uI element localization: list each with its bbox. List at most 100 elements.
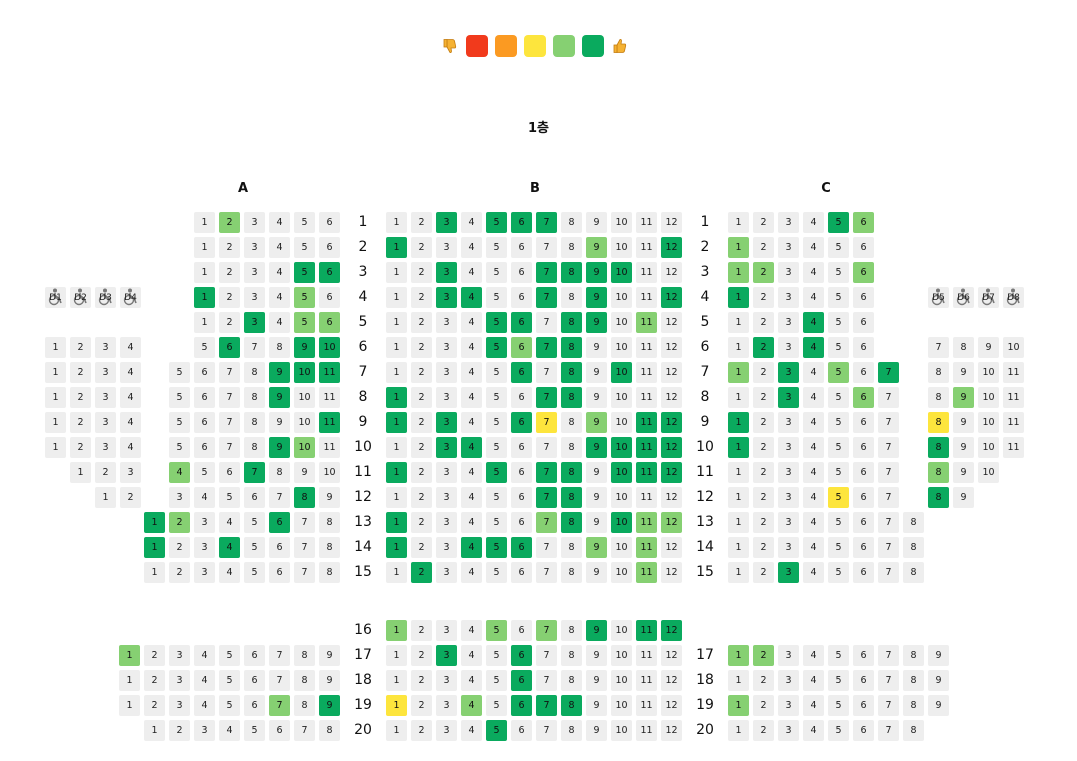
seat-a-7-10[interactable]: 10 xyxy=(294,362,315,383)
seat-c-19-5[interactable]: 5 xyxy=(828,695,849,716)
seat-a-6-10[interactable]: 10 xyxy=(319,337,340,358)
seat-c-17-4[interactable]: 4 xyxy=(803,645,824,666)
seat-c-12-3[interactable]: 3 xyxy=(778,487,799,508)
seat-a-19-8[interactable]: 8 xyxy=(294,695,315,716)
seat-b-5-3[interactable]: 3 xyxy=(436,312,457,333)
seat-b-2-5[interactable]: 5 xyxy=(486,237,507,258)
seat-b-16-8[interactable]: 8 xyxy=(561,620,582,641)
seat-c-5-2[interactable]: 2 xyxy=(753,312,774,333)
wheelchair-seat-d2[interactable]: D2 xyxy=(70,287,91,308)
seat-b-10-9[interactable]: 9 xyxy=(586,437,607,458)
seat-a-2-3[interactable]: 3 xyxy=(244,237,265,258)
seat-b-4-5[interactable]: 5 xyxy=(486,287,507,308)
seat-a-3-2[interactable]: 2 xyxy=(219,262,240,283)
seat-a-7-11[interactable]: 11 xyxy=(319,362,340,383)
seat-b-17-9[interactable]: 9 xyxy=(586,645,607,666)
wheelchair-seat-d3[interactable]: D3 xyxy=(95,287,116,308)
seat-a-outer-11-3[interactable]: 3 xyxy=(120,462,141,483)
seat-c-outer-6-7[interactable]: 7 xyxy=(928,337,949,358)
seat-a-12-5[interactable]: 5 xyxy=(219,487,240,508)
seat-b-20-2[interactable]: 2 xyxy=(411,720,432,741)
seat-a-13-5[interactable]: 5 xyxy=(244,512,265,533)
seat-a-8-9[interactable]: 9 xyxy=(269,387,290,408)
seat-a-outer-10-1[interactable]: 1 xyxy=(45,437,66,458)
seat-b-13-12[interactable]: 12 xyxy=(661,512,682,533)
seat-c-11-3[interactable]: 3 xyxy=(778,462,799,483)
seat-b-5-10[interactable]: 10 xyxy=(611,312,632,333)
seat-b-18-8[interactable]: 8 xyxy=(561,670,582,691)
seat-a-19-3[interactable]: 3 xyxy=(169,695,190,716)
seat-b-2-2[interactable]: 2 xyxy=(411,237,432,258)
seat-b-15-11[interactable]: 11 xyxy=(636,562,657,583)
seat-b-3-3[interactable]: 3 xyxy=(436,262,457,283)
seat-b-8-9[interactable]: 9 xyxy=(586,387,607,408)
seat-b-20-12[interactable]: 12 xyxy=(661,720,682,741)
seat-a-19-1[interactable]: 1 xyxy=(119,695,140,716)
seat-c-outer-10-10[interactable]: 10 xyxy=(978,437,999,458)
seat-c-20-5[interactable]: 5 xyxy=(828,720,849,741)
seat-c-12-6[interactable]: 6 xyxy=(853,487,874,508)
seat-a-4-6[interactable]: 6 xyxy=(319,287,340,308)
seat-b-10-4[interactable]: 4 xyxy=(461,437,482,458)
seat-c-outer-10-9[interactable]: 9 xyxy=(953,437,974,458)
seat-b-16-4[interactable]: 4 xyxy=(461,620,482,641)
seat-b-15-6[interactable]: 6 xyxy=(511,562,532,583)
seat-c-outer-6-10[interactable]: 10 xyxy=(1003,337,1024,358)
seat-c-3-1[interactable]: 1 xyxy=(728,262,749,283)
seat-c-10-5[interactable]: 5 xyxy=(828,437,849,458)
seat-c-13-8[interactable]: 8 xyxy=(903,512,924,533)
seat-c-7-3[interactable]: 3 xyxy=(778,362,799,383)
seat-a-11-7[interactable]: 7 xyxy=(244,462,265,483)
seat-c-20-3[interactable]: 3 xyxy=(778,720,799,741)
seat-b-11-7[interactable]: 7 xyxy=(536,462,557,483)
seat-a-6-9[interactable]: 9 xyxy=(294,337,315,358)
seat-a-14-6[interactable]: 6 xyxy=(269,537,290,558)
seat-a-4-2[interactable]: 2 xyxy=(219,287,240,308)
seat-b-20-5[interactable]: 5 xyxy=(486,720,507,741)
seat-c-19-3[interactable]: 3 xyxy=(778,695,799,716)
seat-b-13-5[interactable]: 5 xyxy=(486,512,507,533)
seat-b-20-10[interactable]: 10 xyxy=(611,720,632,741)
seat-b-4-3[interactable]: 3 xyxy=(436,287,457,308)
seat-c-outer-9-9[interactable]: 9 xyxy=(953,412,974,433)
seat-a-19-7[interactable]: 7 xyxy=(269,695,290,716)
seat-b-3-1[interactable]: 1 xyxy=(386,262,407,283)
seat-a-7-7[interactable]: 7 xyxy=(219,362,240,383)
seat-b-12-1[interactable]: 1 xyxy=(386,487,407,508)
seat-c-15-8[interactable]: 8 xyxy=(903,562,924,583)
seat-c-7-5[interactable]: 5 xyxy=(828,362,849,383)
seat-c-outer-10-11[interactable]: 11 xyxy=(1003,437,1024,458)
seat-b-8-3[interactable]: 3 xyxy=(436,387,457,408)
seat-b-12-4[interactable]: 4 xyxy=(461,487,482,508)
seat-c-5-4[interactable]: 4 xyxy=(803,312,824,333)
seat-b-13-2[interactable]: 2 xyxy=(411,512,432,533)
seat-b-18-3[interactable]: 3 xyxy=(436,670,457,691)
seat-b-9-2[interactable]: 2 xyxy=(411,412,432,433)
seat-b-8-5[interactable]: 5 xyxy=(486,387,507,408)
seat-c-14-1[interactable]: 1 xyxy=(728,537,749,558)
seat-b-15-2[interactable]: 2 xyxy=(411,562,432,583)
seat-a-18-6[interactable]: 6 xyxy=(244,670,265,691)
seat-a-outer-7-1[interactable]: 1 xyxy=(45,362,66,383)
seat-a-11-8[interactable]: 8 xyxy=(269,462,290,483)
seat-c-7-4[interactable]: 4 xyxy=(803,362,824,383)
seat-c-8-3[interactable]: 3 xyxy=(778,387,799,408)
seat-b-6-4[interactable]: 4 xyxy=(461,337,482,358)
seat-c-10-2[interactable]: 2 xyxy=(753,437,774,458)
seat-c-outer-8-9[interactable]: 9 xyxy=(953,387,974,408)
seat-b-9-4[interactable]: 4 xyxy=(461,412,482,433)
seat-b-5-5[interactable]: 5 xyxy=(486,312,507,333)
seat-b-7-7[interactable]: 7 xyxy=(536,362,557,383)
seat-b-17-12[interactable]: 12 xyxy=(661,645,682,666)
seat-c-8-7[interactable]: 7 xyxy=(878,387,899,408)
seat-b-7-12[interactable]: 12 xyxy=(661,362,682,383)
seat-b-1-8[interactable]: 8 xyxy=(561,212,582,233)
seat-a-8-8[interactable]: 8 xyxy=(244,387,265,408)
seat-a-15-4[interactable]: 4 xyxy=(219,562,240,583)
seat-b-9-8[interactable]: 8 xyxy=(561,412,582,433)
seat-a-12-9[interactable]: 9 xyxy=(319,487,340,508)
seat-b-2-3[interactable]: 3 xyxy=(436,237,457,258)
seat-b-9-5[interactable]: 5 xyxy=(486,412,507,433)
seat-c-20-8[interactable]: 8 xyxy=(903,720,924,741)
seat-b-4-1[interactable]: 1 xyxy=(386,287,407,308)
